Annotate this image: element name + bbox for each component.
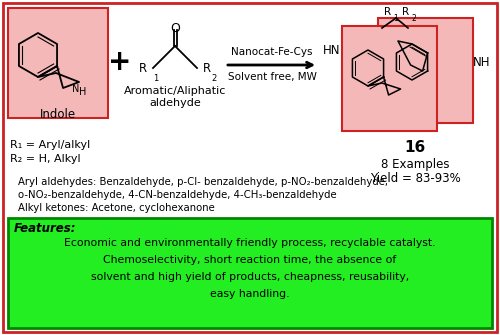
Text: o-NO₂-benzaldehyde, 4-CN-benzaldehyde, 4-CH₃-benzaldehyde: o-NO₂-benzaldehyde, 4-CN-benzaldehyde, 4… (18, 190, 336, 200)
FancyBboxPatch shape (342, 26, 437, 131)
Text: Yield = 83-93%: Yield = 83-93% (370, 172, 460, 185)
Text: 1: 1 (393, 14, 398, 23)
Text: Indole: Indole (40, 108, 76, 121)
Text: 1: 1 (153, 74, 158, 83)
Text: NH: NH (473, 56, 491, 68)
Text: 2: 2 (411, 14, 416, 23)
Text: Features:: Features: (14, 222, 76, 235)
Text: 8 Examples: 8 Examples (381, 158, 449, 171)
Text: Chemoselectivity, short reaction time, the absence of: Chemoselectivity, short reaction time, t… (104, 255, 397, 265)
Text: Solvent free, MW: Solvent free, MW (228, 72, 316, 82)
Text: HN: HN (323, 44, 341, 57)
Text: R₁ = Aryl/alkyl: R₁ = Aryl/alkyl (10, 140, 90, 150)
Text: +: + (108, 48, 132, 76)
Text: R: R (384, 7, 392, 17)
Text: R: R (203, 62, 211, 74)
Text: solvent and high yield of products, cheapness, reusability,: solvent and high yield of products, chea… (91, 272, 409, 282)
Text: N: N (72, 84, 80, 94)
Text: R: R (402, 7, 409, 17)
Text: Aryl aldehydes: Benzaldehyde, p-Cl- benzaldehyde, p-NO₂-benzaldehyde,: Aryl aldehydes: Benzaldehyde, p-Cl- benz… (18, 177, 388, 187)
Text: R: R (139, 62, 147, 74)
Text: H: H (80, 87, 86, 97)
Text: Alkyl ketones: Acetone, cyclohexanone: Alkyl ketones: Acetone, cyclohexanone (18, 203, 215, 213)
Text: 2: 2 (211, 74, 216, 83)
Text: Aromatic/Aliphatic
aldehyde: Aromatic/Aliphatic aldehyde (124, 86, 226, 108)
FancyBboxPatch shape (3, 3, 497, 332)
FancyBboxPatch shape (8, 218, 492, 328)
Text: Nanocat-Fe-Cys: Nanocat-Fe-Cys (231, 47, 313, 57)
Text: Economic and environmentally friendly process, recyclable catalyst.: Economic and environmentally friendly pr… (64, 238, 436, 248)
FancyBboxPatch shape (8, 8, 108, 118)
Text: O: O (170, 22, 180, 35)
Text: easy handling.: easy handling. (210, 289, 290, 299)
FancyBboxPatch shape (378, 18, 473, 123)
Text: R₂ = H, Alkyl: R₂ = H, Alkyl (10, 154, 80, 164)
Text: 16: 16 (404, 140, 425, 155)
